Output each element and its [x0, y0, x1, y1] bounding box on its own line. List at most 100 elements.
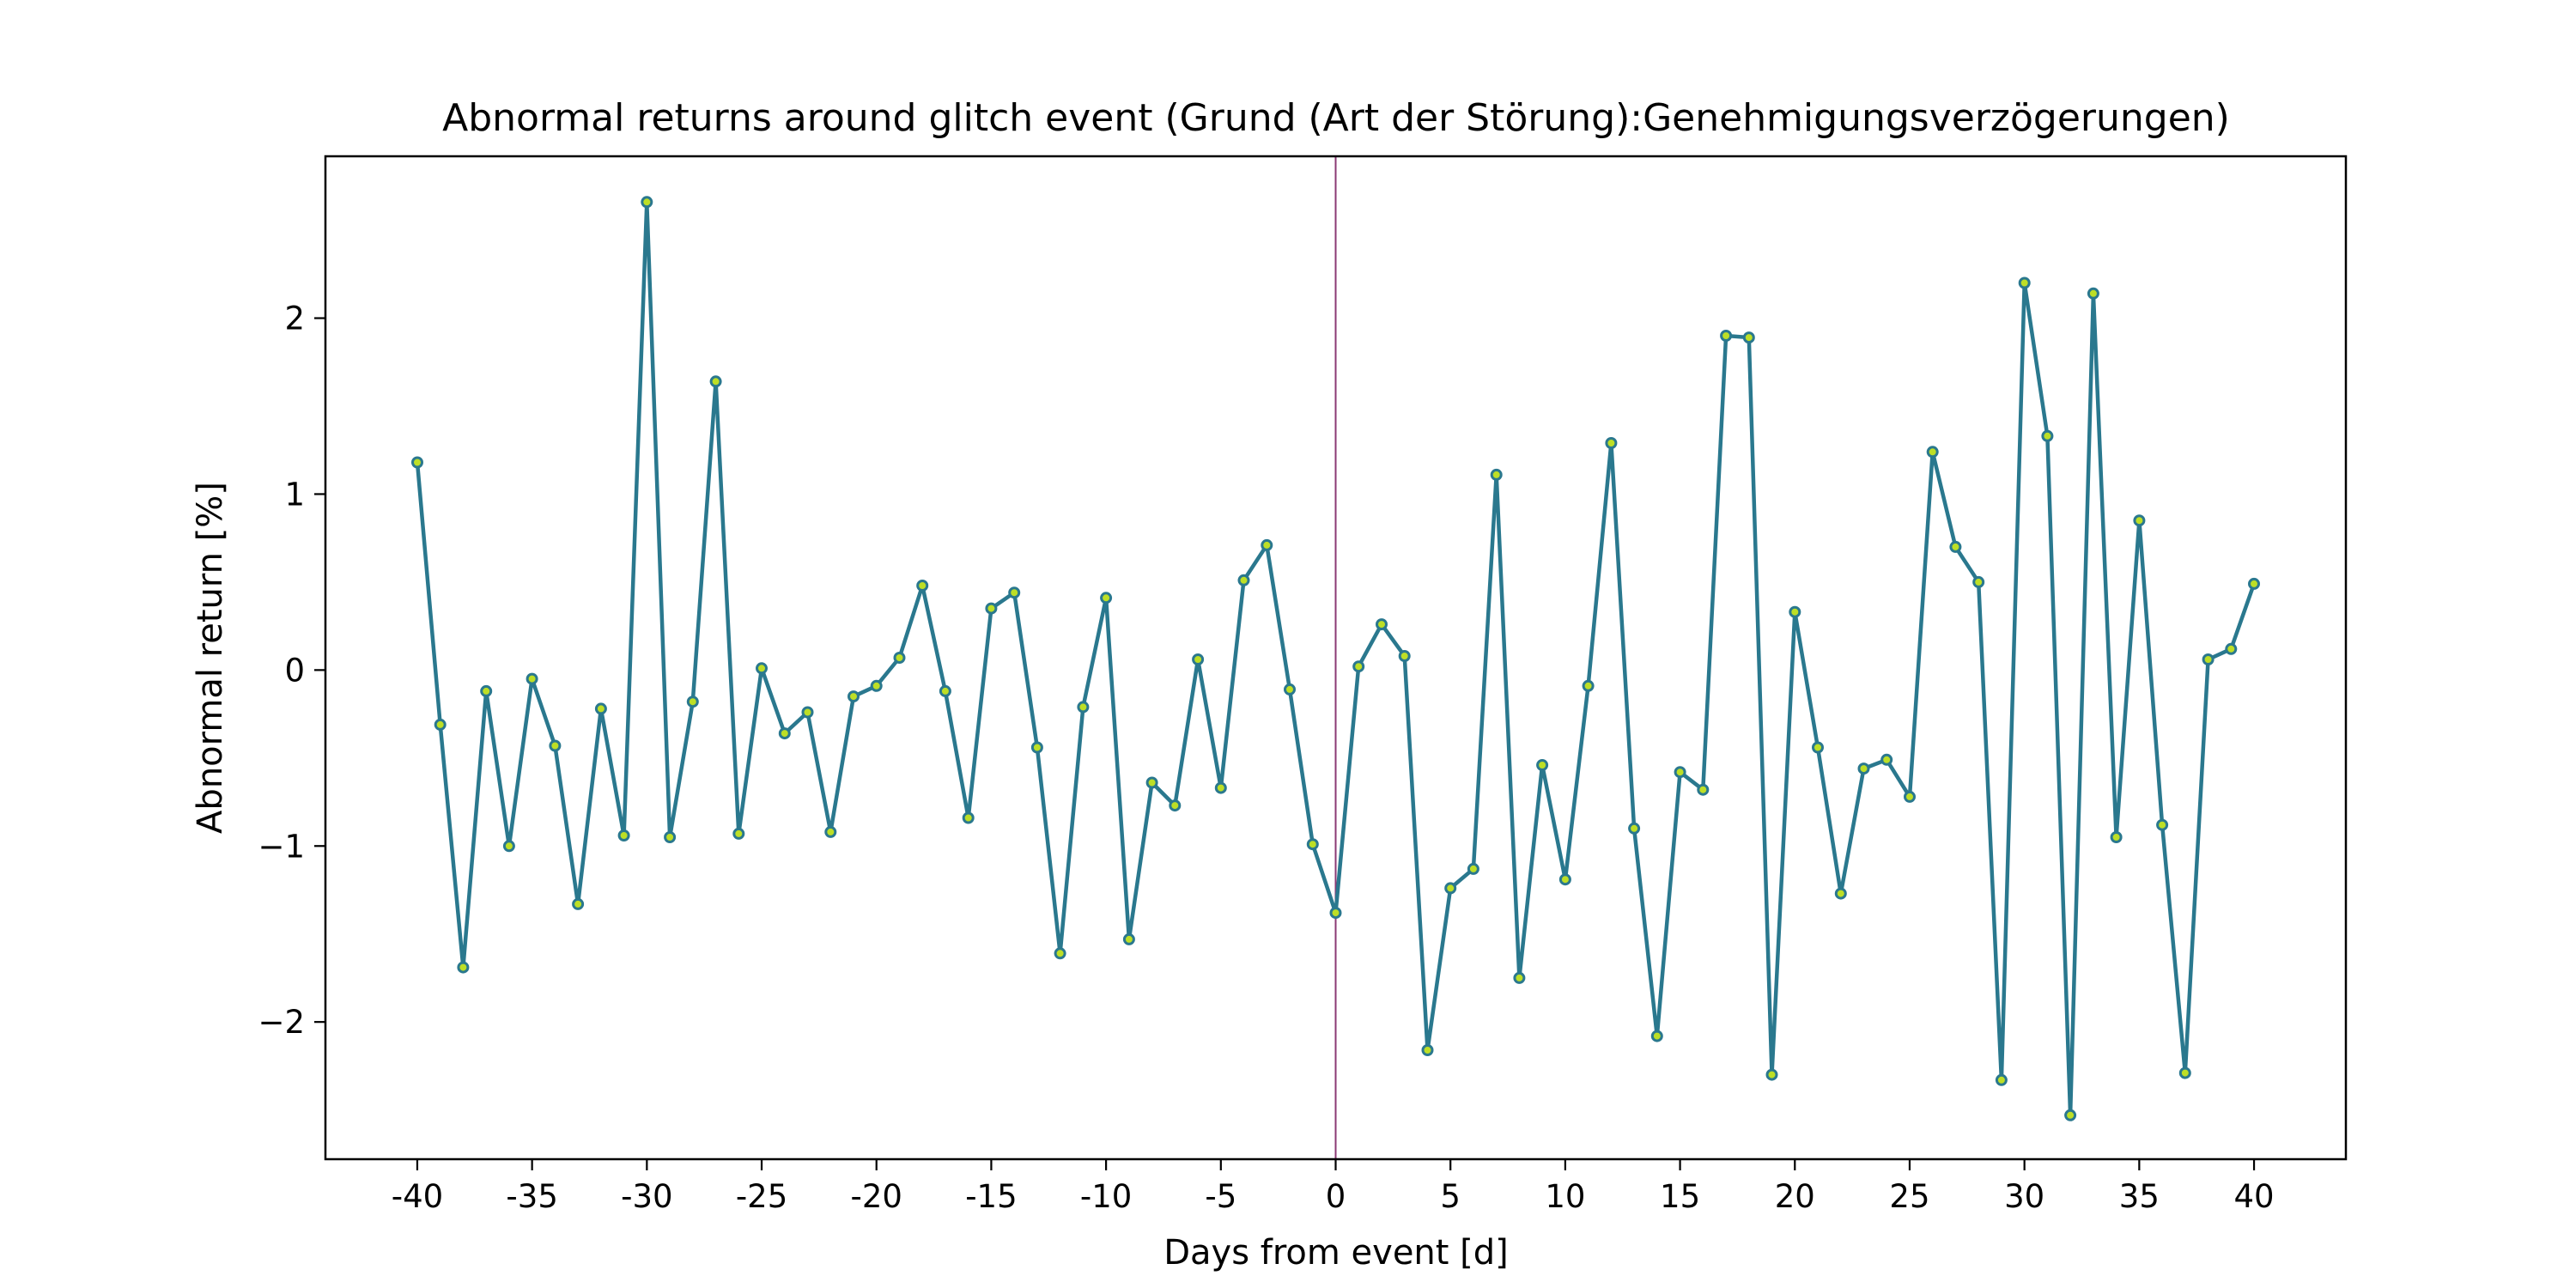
- data-point: [1582, 679, 1595, 692]
- x-tick-label: 25: [1889, 1178, 1929, 1215]
- x-tick-label: -25: [736, 1178, 787, 1215]
- data-point: [870, 679, 883, 692]
- data-point: [1306, 838, 1319, 851]
- data-point: [1742, 331, 1755, 344]
- chart-title: Abnormal returns around glitch event (Gr…: [442, 96, 2230, 140]
- data-point: [686, 696, 699, 708]
- data-point: [1284, 683, 1296, 696]
- data-point: [1536, 759, 1549, 771]
- data-point: [480, 684, 493, 697]
- x-tick-label: 0: [1326, 1178, 1346, 1215]
- y-tick-label: 0: [284, 652, 305, 689]
- data-point: [2248, 577, 2260, 590]
- x-tick-label: -20: [851, 1178, 902, 1215]
- data-point: [594, 702, 607, 715]
- data-point: [1720, 330, 1733, 342]
- data-point: [1054, 947, 1066, 960]
- data-point: [1812, 741, 1824, 754]
- data-point: [1100, 592, 1113, 605]
- data-point: [1926, 446, 1939, 459]
- x-tick-label: -5: [1205, 1178, 1236, 1215]
- data-point: [2225, 642, 2238, 655]
- x-tick-label: 40: [2233, 1178, 2274, 1215]
- data-point: [1077, 701, 1090, 714]
- data-point: [1261, 538, 1273, 551]
- data-point: [1880, 753, 1893, 766]
- y-tick-label: −2: [258, 1004, 305, 1041]
- data-point: [1444, 882, 1457, 895]
- data-point: [1789, 605, 1801, 618]
- data-point: [2202, 653, 2215, 665]
- data-point: [1674, 766, 1686, 779]
- data-point: [1605, 437, 1618, 449]
- data-point: [2156, 818, 2169, 831]
- data-point: [502, 840, 515, 853]
- x-tick-label: 20: [1775, 1178, 1815, 1215]
- data-point: [939, 684, 951, 697]
- data-point: [1145, 776, 1158, 789]
- data-point: [1857, 762, 1870, 775]
- data-point: [916, 580, 929, 592]
- data-point: [1765, 1068, 1778, 1081]
- data-point: [1398, 650, 1411, 662]
- data-point: [962, 811, 975, 824]
- data-point: [1834, 887, 1847, 900]
- data-point: [1513, 971, 1526, 984]
- x-tick-label: 10: [1545, 1178, 1585, 1215]
- data-point: [2110, 831, 2123, 843]
- data-point: [1122, 933, 1135, 945]
- data-point: [709, 375, 722, 388]
- data-point: [664, 831, 677, 843]
- y-axis-label: Abnormal return [%]: [191, 482, 230, 834]
- x-axis: -40 -35 -30 -25 -20 -15 -10 -5 0 5 10 15 20 25 30 35 40: [392, 1159, 2275, 1215]
- data-point: [985, 602, 998, 615]
- data-point: [617, 829, 630, 841]
- data-point: [1467, 862, 1479, 875]
- data-point: [732, 827, 745, 840]
- x-tick-label: 35: [2119, 1178, 2160, 1215]
- data-point: [1558, 873, 1571, 886]
- data-point: [1169, 799, 1182, 812]
- data-point: [801, 706, 814, 719]
- data-point: [848, 690, 860, 703]
- data-point: [2133, 514, 2146, 527]
- data-point: [641, 196, 653, 209]
- data-point: [411, 456, 423, 469]
- data-point: [778, 727, 791, 740]
- x-tick-label: 5: [1440, 1178, 1461, 1215]
- data-point: [1904, 790, 1916, 803]
- data-point: [1214, 781, 1227, 794]
- data-point: [1352, 660, 1365, 673]
- data-point: [893, 652, 906, 664]
- y-tick-label: −1: [258, 828, 305, 865]
- data-point: [572, 897, 585, 910]
- data-point: [1329, 907, 1342, 920]
- data-point: [526, 672, 538, 685]
- data-point: [1650, 1030, 1663, 1042]
- x-axis-label: Days from event [d]: [1163, 1233, 1509, 1273]
- x-tick-label: 30: [2004, 1178, 2044, 1215]
- y-tick-label: 2: [284, 301, 305, 337]
- y-tick-label: 1: [284, 476, 305, 513]
- data-point: [2041, 429, 2054, 442]
- data-point: [549, 739, 562, 752]
- data-point: [1949, 540, 1962, 553]
- data-point: [1237, 574, 1250, 586]
- y-axis: −2 −1 0 1 2: [258, 301, 325, 1041]
- data-point: [824, 825, 837, 838]
- data-point: [1697, 783, 1710, 796]
- data-point: [1376, 618, 1388, 631]
- data-point: [1030, 741, 1043, 754]
- x-tick-label: -15: [965, 1178, 1017, 1215]
- x-tick-label: -40: [392, 1178, 443, 1215]
- data-point: [756, 662, 768, 675]
- x-tick-label: 15: [1660, 1178, 1700, 1215]
- data-point: [434, 718, 447, 731]
- data-point: [2018, 276, 2031, 289]
- data-point: [457, 961, 470, 974]
- x-tick-label: -35: [506, 1178, 557, 1215]
- data-point: [2178, 1066, 2191, 1079]
- data-point: [1421, 1044, 1434, 1056]
